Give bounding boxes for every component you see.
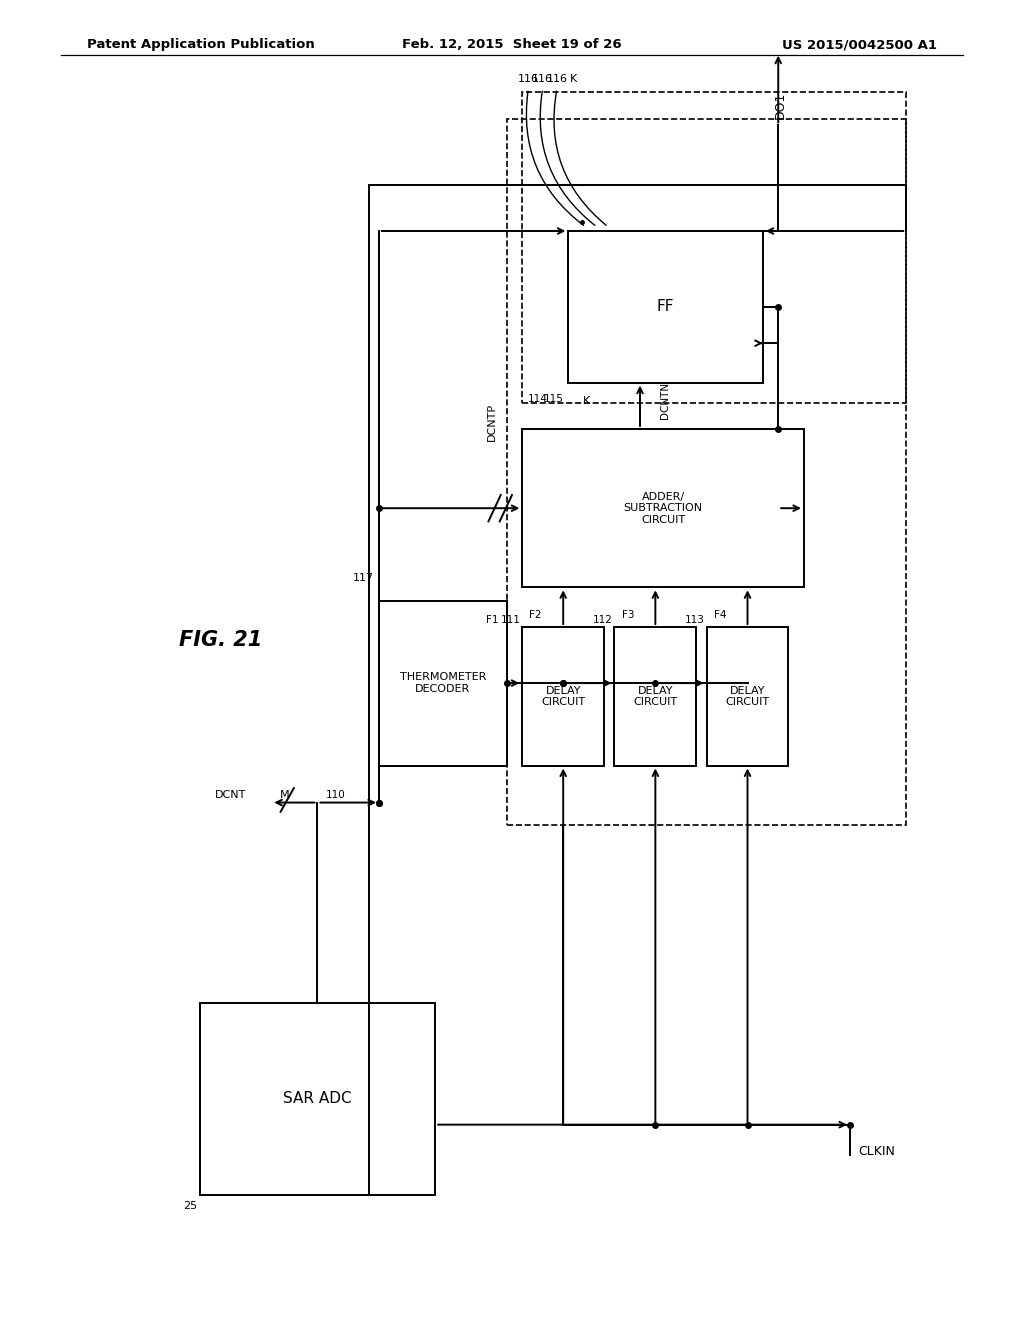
Text: CLKIN: CLKIN — [858, 1144, 895, 1158]
FancyBboxPatch shape — [522, 627, 604, 766]
Text: US 2015/0042500 A1: US 2015/0042500 A1 — [782, 38, 937, 51]
FancyBboxPatch shape — [707, 627, 788, 766]
Text: 115: 115 — [544, 393, 564, 404]
Text: Feb. 12, 2015  Sheet 19 of 26: Feb. 12, 2015 Sheet 19 of 26 — [402, 38, 622, 51]
Text: 113: 113 — [685, 615, 705, 626]
Text: DCNTN: DCNTN — [660, 381, 671, 418]
FancyBboxPatch shape — [379, 601, 507, 766]
Text: THERMOMETER
DECODER: THERMOMETER DECODER — [399, 672, 486, 694]
Text: 112: 112 — [593, 615, 612, 626]
Text: 116: 116 — [518, 74, 539, 84]
Text: ADDER/
SUBTRACTION
CIRCUIT: ADDER/ SUBTRACTION CIRCUIT — [624, 491, 702, 525]
FancyBboxPatch shape — [568, 231, 763, 383]
Text: SAR ADC: SAR ADC — [283, 1092, 352, 1106]
FancyBboxPatch shape — [614, 627, 696, 766]
Text: DCNTP: DCNTP — [486, 404, 497, 441]
Text: DO1: DO1 — [774, 92, 786, 119]
Text: 117: 117 — [352, 573, 374, 583]
Text: 111: 111 — [501, 615, 520, 626]
Text: DELAY
CIRCUIT: DELAY CIRCUIT — [633, 685, 678, 708]
Text: DELAY
CIRCUIT: DELAY CIRCUIT — [541, 685, 586, 708]
FancyBboxPatch shape — [200, 1003, 435, 1195]
Text: M: M — [280, 789, 290, 800]
Text: F3: F3 — [622, 610, 634, 620]
Text: F2: F2 — [529, 610, 542, 620]
Text: K: K — [583, 396, 591, 407]
Text: K: K — [569, 74, 578, 84]
Text: FF: FF — [656, 300, 675, 314]
Text: 116: 116 — [532, 74, 553, 84]
Text: 116: 116 — [547, 74, 567, 84]
Text: DELAY
CIRCUIT: DELAY CIRCUIT — [725, 685, 770, 708]
Text: FIG. 21: FIG. 21 — [179, 630, 262, 651]
FancyBboxPatch shape — [522, 429, 804, 587]
Text: 114: 114 — [527, 393, 548, 404]
Text: F1: F1 — [486, 615, 499, 626]
Text: 110: 110 — [326, 789, 345, 800]
Text: Patent Application Publication: Patent Application Publication — [87, 38, 314, 51]
Text: 25: 25 — [183, 1201, 198, 1212]
Text: F4: F4 — [714, 610, 726, 620]
Text: DCNT: DCNT — [214, 789, 246, 800]
